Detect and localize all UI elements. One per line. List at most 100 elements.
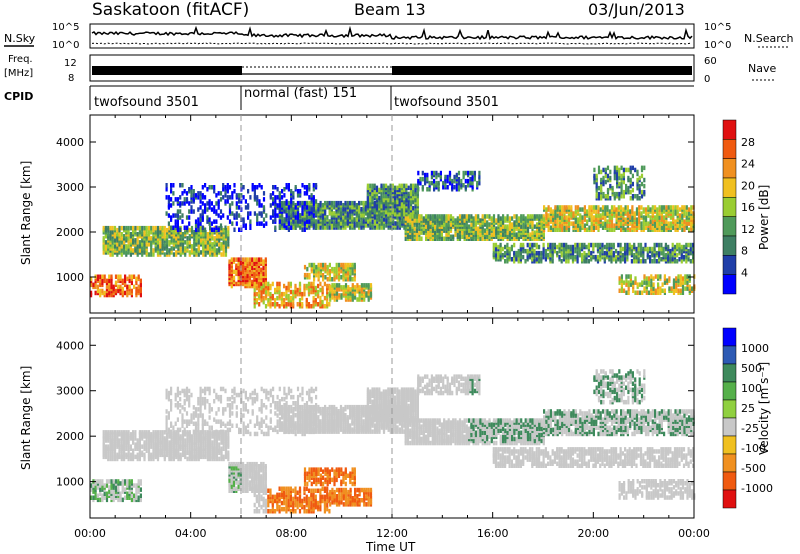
nave-tick-low: 0 [704,74,710,85]
range-cell [315,272,318,278]
range-cell [556,219,559,224]
range-cell [264,271,267,277]
range-cell [615,254,618,260]
range-cell [287,183,290,188]
range-cell [281,201,284,206]
range-cell [420,236,423,241]
range-cell [135,276,138,282]
range-cell [247,203,250,208]
range-cell [188,234,191,239]
range-cell [317,283,320,289]
range-cell [624,257,627,262]
range-cell [600,194,603,199]
range-cell [639,242,643,248]
range-cell [499,242,502,248]
range-cell [376,223,379,228]
range-cell [453,174,456,180]
range-cell [401,219,404,224]
range-cell [188,209,191,214]
range-cell [431,228,434,233]
range-cell [280,302,283,307]
range-cell [627,175,630,181]
range-cell [677,288,680,293]
range-cell [333,211,336,216]
range-cell [328,262,331,268]
range-cell [672,288,676,293]
range-cell [545,207,548,212]
range-cell [613,175,616,181]
range-cell [647,227,650,232]
colorbar-tick-label: 12 [741,223,755,236]
range-cell [213,236,216,241]
range-cell [165,187,168,192]
range-cell [663,215,666,220]
range-cell [113,225,117,231]
range-cell [626,205,629,210]
range-cell [664,242,667,248]
range-cell [634,276,637,281]
range-cell [391,207,394,213]
range-cell [363,293,366,298]
range-cell [460,178,463,184]
range-cell [141,225,144,231]
range-cell [519,254,522,260]
range-cell [328,268,331,274]
range-cell [301,291,304,297]
range-cell [201,225,204,230]
range-cell [172,183,175,188]
range-cell [604,221,607,226]
range-cell [391,183,394,189]
range-cell [636,177,639,183]
range-cell [421,170,424,176]
range-cell [150,252,153,257]
range-cell [669,221,672,226]
range-cell [235,215,238,220]
colorbar-tick-label: 28 [741,136,755,149]
range-cell [190,189,193,194]
range-cell [611,185,614,191]
range-cell [133,284,136,290]
range-cell [633,211,636,216]
range-cell [103,278,106,284]
range-cell [249,211,252,216]
range-cell [682,244,686,250]
range-cell [260,211,263,216]
range-cell [90,276,93,282]
range-cell [120,430,123,435]
range-cell [287,293,290,299]
range-cell [351,293,354,298]
range-cell [673,244,677,250]
range-cell [213,189,216,194]
range-cell [579,213,582,218]
range-cell [476,180,479,186]
range-cell [479,218,482,223]
range-cell [217,213,220,218]
range-cell [111,244,114,249]
range-cell [213,219,216,224]
range-cell [455,172,458,178]
range-cell [613,227,616,232]
range-cell [638,187,641,193]
range-cell [210,221,213,226]
range-cell [330,200,333,206]
colorbar-tick-label: 16 [741,201,755,214]
range-cell [481,236,484,241]
range-cell [307,302,311,307]
range-cell [319,281,322,287]
range-cell [657,274,660,279]
range-cell [201,193,204,198]
range-cell [640,189,644,195]
range-cell [152,225,155,231]
y-tick-label: 3000 [56,181,84,194]
range-cell [622,167,625,173]
range-cell [301,227,304,232]
range-cell [324,262,327,268]
range-cell [136,240,139,245]
range-cell [287,297,290,303]
range-cell [492,242,495,248]
range-cell [251,279,254,285]
range-cell [289,304,292,309]
range-cell [217,191,220,196]
range-cell [533,248,536,254]
range-cell [609,196,612,201]
